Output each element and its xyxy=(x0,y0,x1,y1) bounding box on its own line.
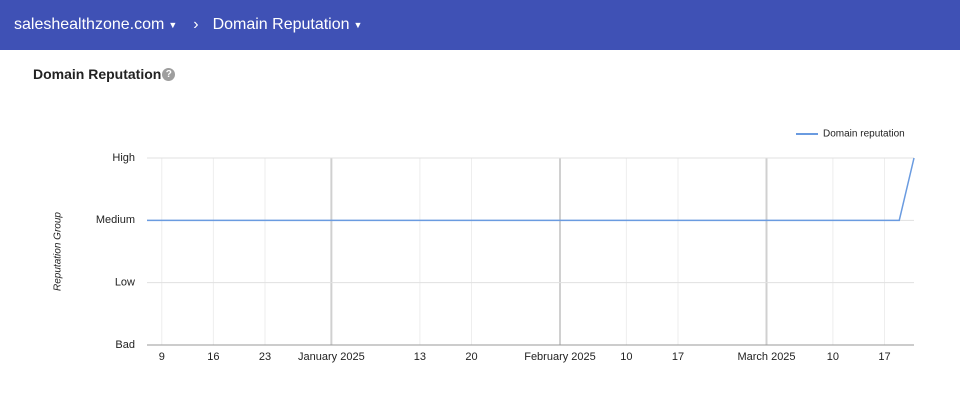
breadcrumb[interactable]: saleshealthzone.com ▼ xyxy=(14,16,178,33)
x-tick-label: January 2025 xyxy=(298,351,365,363)
breadcrumb[interactable]: Domain Reputation ▼ xyxy=(212,16,363,33)
section-title: Domain Reputation? xyxy=(33,66,176,82)
y-tick-label: Low xyxy=(115,277,135,289)
y-tick-label: High xyxy=(112,152,135,164)
top-bar: saleshealthzone.com ▼ › Domain Reputation… xyxy=(0,0,960,50)
y-tick-label: Medium xyxy=(96,214,135,226)
y-tick-label: Bad xyxy=(115,339,135,351)
x-tick-label: 17 xyxy=(878,351,890,363)
separator: › xyxy=(193,16,199,33)
breadcrumb-text: Domain Reputation xyxy=(212,16,350,33)
help-icon[interactable]: ? xyxy=(162,68,176,81)
breadcrumb-text: saleshealthzone.com xyxy=(14,16,165,33)
x-tick-label: 17 xyxy=(672,351,684,363)
x-tick-label: 9 xyxy=(159,351,165,363)
x-tick-label: March 2025 xyxy=(737,351,795,363)
y-axis-title: Reputation Group xyxy=(53,212,64,291)
x-tick-label: 16 xyxy=(207,351,219,363)
x-tick-label: 20 xyxy=(465,351,477,363)
title-text: Domain Reputation xyxy=(33,66,162,82)
x-tick-label: 13 xyxy=(414,351,426,363)
x-tick-label: 23 xyxy=(259,351,271,363)
x-tick-label: 10 xyxy=(827,351,839,363)
data-line xyxy=(147,157,915,222)
x-tick-label: 10 xyxy=(620,351,632,363)
legend-label: Domain reputation xyxy=(823,129,905,140)
x-tick-label: February 2025 xyxy=(524,351,596,363)
